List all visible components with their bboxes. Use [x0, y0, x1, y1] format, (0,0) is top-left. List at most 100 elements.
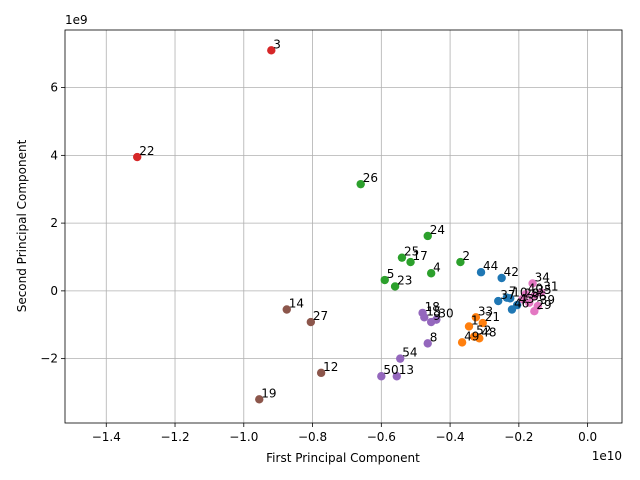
- data-point-label: 23: [397, 273, 412, 287]
- data-point-label: 52: [476, 324, 491, 338]
- data-point: [457, 338, 467, 347]
- y-axis-multiplier: 1e9: [65, 13, 88, 27]
- data-point: [390, 282, 400, 291]
- data-point-label: 36: [531, 290, 546, 304]
- data-point-label: 9: [433, 309, 441, 323]
- y-tick-label: 0: [50, 284, 58, 298]
- y-tick-label: 6: [50, 81, 58, 95]
- data-point: [432, 315, 441, 324]
- data-point-label: 39: [540, 293, 555, 307]
- data-point-label: 19: [261, 386, 276, 400]
- y-axis-ticks: −2 0 2 4 6: [40, 81, 65, 366]
- data-point-label: 12: [323, 360, 338, 374]
- data-point: [420, 313, 429, 322]
- x-axis-multiplier: 1e10: [592, 449, 622, 463]
- data-point-label: 24: [430, 223, 445, 237]
- x-axis-label: First Principal Component: [266, 451, 420, 465]
- data-point: [524, 298, 534, 307]
- y-axis-label: Second Principal Component: [15, 139, 29, 312]
- data-point-label: 2: [462, 249, 470, 263]
- data-point-label: 27: [313, 309, 328, 323]
- data-point-label: 48: [481, 325, 496, 339]
- data-point-label: 35: [536, 283, 551, 297]
- data-point: [392, 372, 401, 381]
- x-tick-label: −1.0: [229, 430, 258, 444]
- data-point: [377, 372, 386, 381]
- data-point: [423, 339, 432, 348]
- data-point: [316, 368, 326, 378]
- data-point-label: 37: [500, 288, 515, 302]
- x-tick-label: −0.2: [504, 430, 533, 444]
- data-point-label: 30: [438, 307, 453, 321]
- data-point: [471, 313, 481, 322]
- data-point: [255, 395, 264, 404]
- data-point-label: 26: [363, 171, 378, 185]
- data-point: [426, 269, 436, 278]
- data-point: [476, 268, 486, 277]
- data-point: [380, 275, 389, 285]
- data-point-label: 42: [504, 265, 519, 279]
- data-point-label: 28: [524, 286, 539, 300]
- x-tick-label: −1.4: [92, 430, 121, 444]
- data-point-label: 54: [402, 346, 417, 360]
- data-point: [267, 46, 276, 55]
- data-point-label: 34: [535, 270, 550, 284]
- data-point: [423, 231, 432, 241]
- data-point-label: 40: [528, 281, 543, 295]
- y-tick-label: −2: [40, 352, 58, 366]
- data-point-label: 1: [471, 313, 479, 327]
- data-point: [133, 152, 142, 162]
- y-tick-label: 4: [50, 148, 58, 162]
- data-point: [530, 291, 539, 301]
- data-point-label: 18: [425, 300, 440, 314]
- x-tick-label: −0.6: [367, 430, 396, 444]
- data-point: [464, 322, 474, 331]
- data-point-label: 14: [289, 297, 304, 311]
- data-point-label: 22: [139, 144, 154, 158]
- data-point: [507, 305, 517, 314]
- data-point-label: 8: [430, 330, 438, 344]
- data-point-label: 4: [433, 260, 441, 274]
- data-point: [396, 354, 405, 363]
- data-point: [528, 279, 537, 288]
- data-point: [456, 257, 465, 267]
- grid: [65, 30, 622, 423]
- data-points: [133, 46, 546, 404]
- data-point-label: 17: [413, 249, 428, 263]
- data-point: [506, 294, 515, 303]
- x-tick-label: −0.4: [436, 430, 465, 444]
- data-point: [356, 179, 365, 189]
- data-point-label: 15: [426, 304, 441, 318]
- x-tick-label: −1.2: [160, 430, 189, 444]
- data-point: [478, 318, 487, 328]
- data-point-label: 33: [478, 304, 493, 318]
- data-point: [494, 296, 503, 306]
- data-point-label: 49: [464, 329, 479, 343]
- data-point: [530, 306, 539, 316]
- data-point: [306, 317, 316, 327]
- data-point: [397, 253, 407, 262]
- data-point-label: 10: [512, 285, 527, 299]
- data-point-label: 25: [404, 245, 419, 259]
- data-point-label: 21: [485, 310, 500, 324]
- data-point-label: 44: [483, 259, 498, 273]
- data-point: [497, 273, 506, 283]
- data-point-label: 29: [536, 298, 551, 312]
- data-point-label: 46: [514, 297, 529, 311]
- plot-frame: [64, 29, 623, 424]
- x-tick-label: 0.0: [578, 430, 597, 444]
- y-tick-label: 2: [50, 216, 58, 230]
- data-point: [518, 295, 527, 304]
- data-point-label: 50: [383, 363, 398, 377]
- data-point-label: 13: [399, 363, 414, 377]
- data-point: [537, 288, 546, 297]
- x-tick-label: −0.8: [298, 430, 327, 444]
- x-axis-ticks: −1.4 −1.2 −1.0 −0.8 −0.6 −0.4 −0.2 0.0: [92, 423, 597, 444]
- data-point-label: 43: [519, 292, 534, 306]
- data-point: [475, 334, 484, 343]
- data-point-label: 7: [509, 285, 517, 299]
- data-point-label: 3: [273, 37, 281, 51]
